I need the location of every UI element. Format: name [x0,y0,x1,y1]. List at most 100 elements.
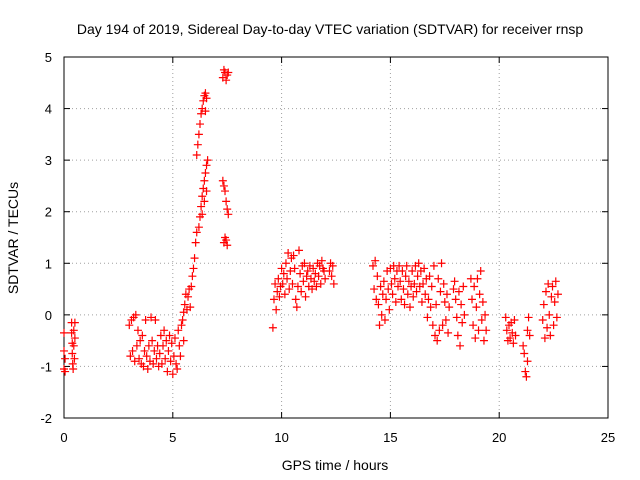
data-point [224,210,233,219]
data-point [511,331,520,340]
data-point [429,261,438,270]
data-point [388,290,397,299]
data-points [60,65,562,381]
data-point [551,277,560,286]
data-point [184,292,193,301]
data-point [286,267,295,276]
data-point [408,267,417,276]
data-point [176,352,185,361]
data-point [457,300,466,309]
data-point [522,372,531,381]
data-point [166,357,175,366]
x-tick-label: 15 [383,430,397,445]
data-point [173,365,182,374]
data-point [501,313,510,322]
data-point [502,326,511,335]
data-point [523,326,532,335]
data-point [520,349,529,358]
data-point [410,279,419,288]
data-point [273,287,282,296]
data-point [60,328,68,337]
chart-title: Day 194 of 2019, Sidereal Day-to-day VTE… [77,21,583,37]
data-point [423,313,432,322]
data-point [309,264,318,273]
x-axis-label: GPS time / hours [282,457,389,473]
data-point [442,290,451,299]
data-point [310,277,319,286]
data-point [394,282,403,291]
data-point [135,354,144,363]
data-point [479,336,488,345]
y-tick-label: 2 [45,205,52,220]
data-point [409,292,418,301]
data-point [293,282,302,291]
data-point [275,292,284,301]
data-point [541,287,550,296]
data-point [126,352,135,361]
data-point [192,150,201,159]
data-point [177,321,186,330]
data-point [509,339,518,348]
y-tick-label: 1 [45,256,52,271]
data-point [141,316,150,325]
data-point [222,76,231,85]
data-point [476,267,485,276]
data-point [419,279,428,288]
data-point [382,295,391,304]
data-point [435,326,444,335]
data-point [301,292,310,301]
data-point [180,300,189,309]
data-point [546,331,555,340]
data-point [524,313,533,322]
grid-lines [64,57,608,418]
data-point [321,274,330,283]
data-point [69,365,78,374]
data-point [291,295,300,304]
data-point [316,279,325,288]
data-point [395,261,404,270]
data-point [314,272,323,281]
data-point [308,285,317,294]
data-point [290,264,299,273]
data-point [477,316,486,325]
data-point [459,282,468,291]
data-point [70,334,79,343]
data-point [70,318,79,327]
data-point [450,277,459,286]
data-point [387,279,396,288]
data-point [278,279,287,288]
data-point [201,169,210,178]
data-point [453,331,462,340]
data-point [523,357,532,366]
data-point [540,334,549,343]
data-point [302,272,311,281]
data-point [150,346,159,355]
data-point [547,292,556,301]
data-point [445,303,454,312]
y-tick-label: 3 [45,153,52,168]
data-point [470,282,479,291]
data-point [193,140,202,149]
data-point [425,272,434,281]
data-point [191,238,200,247]
data-point [288,279,297,288]
data-point [317,256,326,265]
data-point [268,323,277,332]
data-point [397,295,406,304]
data-point [61,367,70,376]
y-tick-label: 4 [45,102,52,117]
data-point [202,94,211,103]
data-point [269,295,278,304]
data-point [414,259,423,268]
y-axis-label: SDTVAR / TECUs [5,182,21,294]
data-point [441,316,450,325]
data-point [478,297,487,306]
data-point [452,313,461,322]
data-point [202,161,211,170]
data-point [223,241,232,250]
data-point [449,285,458,294]
data-point [128,346,137,355]
data-point [299,277,308,286]
data-point [545,310,554,319]
data-point [222,236,231,245]
